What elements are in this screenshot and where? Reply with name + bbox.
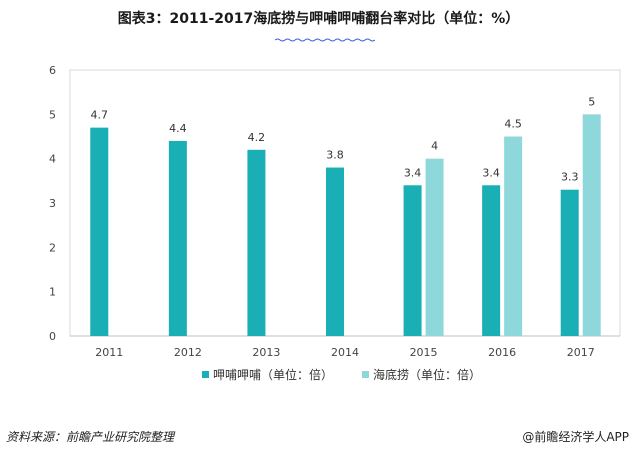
y-tick-label: 6: [49, 64, 56, 77]
x-tick-label: 2011: [95, 346, 123, 359]
bar-xiabu: [482, 185, 501, 336]
x-tick-label: 2017: [567, 346, 595, 359]
data-label: 4.7: [91, 109, 109, 122]
data-label: 3.8: [326, 149, 344, 162]
y-tick-label: 4: [49, 153, 56, 166]
x-tick-label: 2015: [410, 346, 438, 359]
legend-swatch-xiabu: [202, 371, 209, 378]
chart-legend: 呷哺呷哺（单位：倍） 海底捞（单位：倍）: [202, 367, 481, 382]
y-tick-label: 1: [49, 286, 56, 299]
data-label: 5: [588, 95, 595, 108]
bar-xiabu: [403, 185, 422, 336]
bar-haidilao: [425, 158, 444, 336]
bar-xiabu: [90, 127, 109, 336]
bar-xiabu: [168, 140, 187, 336]
data-label: 4.4: [169, 122, 187, 135]
x-tick-label: 2014: [331, 346, 359, 359]
data-label: 3.4: [482, 166, 500, 179]
source-note: 资料来源：前瞻产业研究院整理: [6, 430, 175, 444]
legend-label: 海底捞（单位：倍）: [373, 367, 481, 382]
chart-title: 图表3：2011-2017海底捞与呷哺呷哺翻台率对比（单位：%）: [117, 11, 520, 27]
data-label: 3.3: [561, 171, 579, 184]
y-tick-label: 3: [49, 197, 56, 210]
legend-swatch-haidilao: [362, 371, 369, 378]
bar-haidilao: [582, 114, 601, 336]
y-tick-label: 2: [49, 241, 56, 254]
wavy-underline-decoration: [275, 38, 375, 42]
legend-label: 呷哺呷哺（单位：倍）: [213, 367, 333, 382]
x-tick-label: 2016: [488, 346, 516, 359]
x-tick-label: 2012: [174, 346, 202, 359]
chart-data-labels: 4.7 4.4 4.2 3.8 3.4 4 3.4 4.5 3.3 5: [91, 95, 596, 183]
data-label: 4.5: [504, 118, 522, 131]
chart-axes: 0 1 2 3 4 5 6 2011 2012 2013 2014 2015 2016 2017: [49, 64, 621, 359]
plot-area-border: [69, 69, 621, 337]
bar-xiabu: [326, 167, 344, 336]
brand-watermark: @前瞻经济学人APP: [522, 430, 629, 444]
bar-xiabu: [560, 189, 579, 336]
data-label: 4: [431, 140, 438, 153]
data-label: 4.2: [248, 131, 266, 144]
data-label: 3.4: [404, 166, 422, 179]
x-tick-label: 2013: [252, 346, 280, 359]
y-tick-label: 5: [49, 108, 56, 121]
bar-haidilao: [504, 136, 523, 336]
chart-bars: [90, 114, 601, 336]
y-tick-label: 0: [49, 330, 56, 343]
bar-xiabu: [247, 149, 266, 336]
